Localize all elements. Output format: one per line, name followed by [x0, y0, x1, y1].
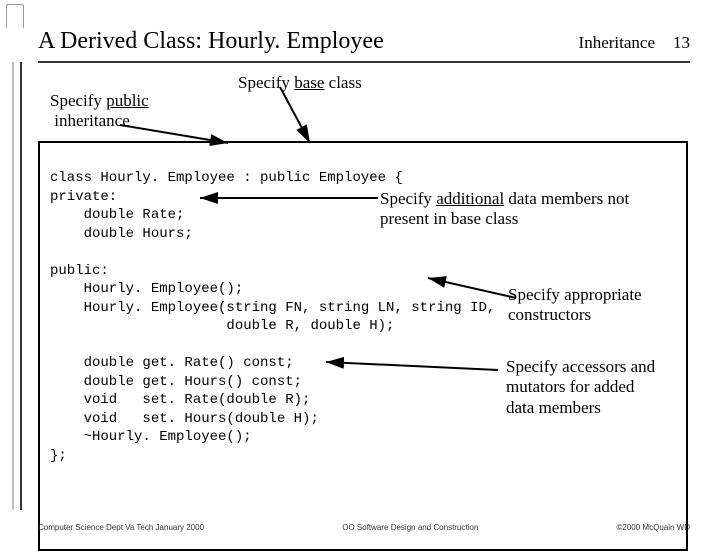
header-meta: Inheritance 13 — [579, 33, 690, 53]
anno-base-class: Specify base class — [238, 73, 362, 93]
anno-base-u: base — [294, 73, 324, 92]
annotation-area-top: Specify base class Specify public inheri… — [38, 71, 690, 141]
anno-additional-members: Specify additional data members not pres… — [380, 189, 660, 230]
anno-constructors: Specify appropriate constructors — [508, 285, 678, 326]
anno-accessors: Specify accessors and mutators for added… — [506, 357, 666, 418]
code-line: double get. Hours() const; — [50, 374, 302, 390]
code-line: ~Hourly. Employee(); — [50, 429, 252, 445]
code-line: Hourly. Employee(); — [50, 281, 243, 297]
title-rule — [38, 61, 690, 63]
slide: A Derived Class: Hourly. Employee Inheri… — [0, 0, 720, 540]
code-line: class Hourly. Employee : public Employee… — [50, 170, 403, 186]
anno-add-u: additional — [436, 189, 504, 208]
code-box: class Hourly. Employee : public Employee… — [38, 141, 688, 551]
code-line: double Rate; — [50, 207, 184, 223]
anno-public-u: public — [106, 91, 149, 110]
title-row: A Derived Class: Hourly. Employee Inheri… — [38, 28, 690, 55]
code-line: double Hours; — [50, 226, 193, 242]
anno-add-pre: Specify — [380, 189, 436, 208]
footer-left: Computer Science Dept Va Tech January 20… — [38, 523, 204, 532]
footer-right: ©2000 McQuain WD — [617, 523, 690, 532]
footer: Computer Science Dept Va Tech January 20… — [38, 523, 690, 532]
page-number: 13 — [673, 33, 690, 53]
code-line: private: — [50, 189, 117, 205]
anno-public-inherit: Specify public inheritance — [50, 91, 149, 132]
topic-label: Inheritance — [579, 33, 655, 53]
anno-public-pre: Specify — [50, 91, 106, 110]
anno-public-post: inheritance — [50, 111, 130, 130]
anno-base-pre: Specify — [238, 73, 294, 92]
code-line: double get. Rate() const; — [50, 355, 294, 371]
slide-title: A Derived Class: Hourly. Employee — [38, 28, 384, 55]
code-line: public: — [50, 263, 109, 279]
code-line: }; — [50, 448, 67, 464]
anno-base-post: class — [324, 73, 361, 92]
code-line: void set. Rate(double R); — [50, 392, 310, 408]
code-line: double R, double H); — [50, 318, 394, 334]
code-line: void set. Hours(double H); — [50, 411, 319, 427]
code-line: Hourly. Employee(string FN, string LN, s… — [50, 300, 495, 316]
footer-center: OO Software Design and Construction — [342, 523, 478, 532]
